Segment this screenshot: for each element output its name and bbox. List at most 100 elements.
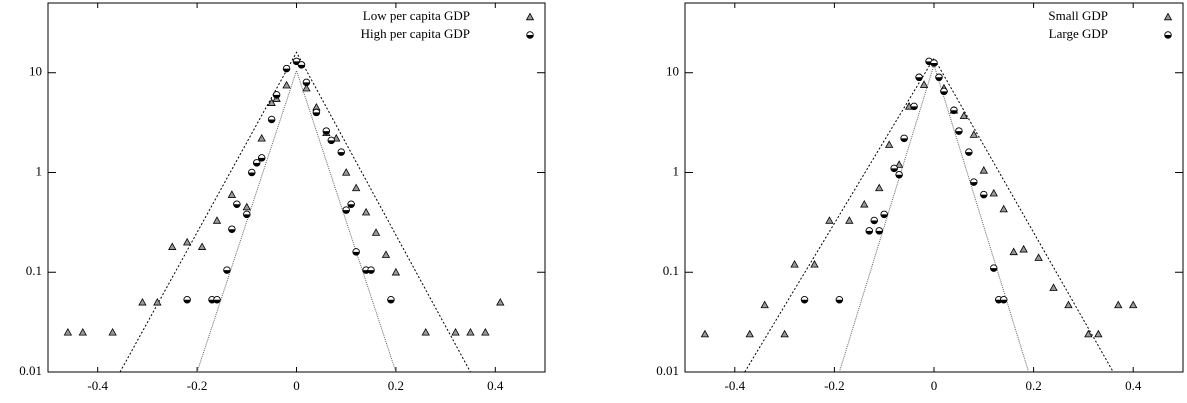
triangle-shape bbox=[78, 327, 87, 336]
triangle-shape bbox=[1009, 247, 1018, 256]
circle-marker bbox=[248, 168, 256, 177]
triangle-marker bbox=[989, 188, 998, 197]
circle-half bbox=[900, 138, 908, 142]
triangle-shape bbox=[108, 327, 117, 336]
triangle-shape bbox=[496, 297, 505, 306]
circle-marker bbox=[352, 248, 360, 256]
triangle-marker bbox=[63, 327, 73, 336]
circle-half bbox=[223, 270, 231, 274]
triangle-marker bbox=[810, 260, 819, 268]
triangle-marker bbox=[1019, 244, 1028, 253]
circle-marker bbox=[1164, 31, 1172, 39]
x-tick-label: -0.2 bbox=[824, 378, 845, 393]
triangle-marker bbox=[860, 199, 869, 208]
triangle-marker bbox=[969, 130, 979, 138]
circle-marker bbox=[337, 148, 345, 156]
circle-marker bbox=[213, 295, 221, 304]
circle-marker bbox=[302, 78, 311, 87]
triangle-marker bbox=[227, 190, 237, 198]
circle-half bbox=[387, 299, 395, 304]
circle-marker bbox=[940, 87, 948, 96]
triangle-marker bbox=[979, 166, 988, 174]
triangle-shape bbox=[481, 327, 490, 336]
triangle-shape bbox=[1034, 253, 1043, 261]
circle-marker bbox=[312, 108, 321, 117]
circle-half bbox=[880, 214, 888, 218]
triangle-marker bbox=[197, 242, 207, 250]
circle-marker bbox=[955, 127, 963, 135]
circle-half bbox=[183, 299, 191, 304]
triangle-shape bbox=[989, 188, 998, 197]
triangle-marker bbox=[999, 204, 1008, 213]
triangle-marker bbox=[1114, 300, 1123, 309]
circle-half bbox=[327, 140, 335, 144]
triangle-shape bbox=[1049, 283, 1058, 291]
circle-half bbox=[875, 230, 883, 235]
circle-marker bbox=[900, 134, 908, 143]
triangle-shape bbox=[1114, 300, 1123, 309]
triangle-marker bbox=[919, 80, 929, 88]
circle-marker bbox=[223, 266, 231, 274]
triangle-marker bbox=[745, 329, 754, 338]
circle-half bbox=[1000, 299, 1008, 304]
chart: -0.4 -0.2 0 0.2 0.4 0.01 0.1 1 10 Low per capita … bbox=[19, 2, 546, 393]
triangle-shape bbox=[381, 250, 391, 258]
triangle-shape bbox=[875, 183, 884, 192]
circle-half bbox=[253, 162, 261, 167]
circle-marker bbox=[526, 31, 534, 39]
circle-half bbox=[865, 230, 873, 235]
plot-frame bbox=[684, 2, 1184, 373]
triangle-marker bbox=[282, 80, 291, 89]
y-tick-label: 0.01 bbox=[656, 363, 679, 378]
triangle-shape bbox=[351, 183, 361, 192]
fit-line bbox=[744, 57, 1114, 372]
circle-marker bbox=[387, 295, 395, 304]
circle-half bbox=[243, 214, 251, 218]
triangle-marker bbox=[1034, 253, 1043, 261]
triangle-shape bbox=[825, 216, 834, 224]
circle-half bbox=[228, 229, 236, 233]
triangle-marker bbox=[182, 237, 192, 246]
circle-marker bbox=[228, 225, 236, 233]
circle-marker bbox=[267, 115, 276, 124]
triangle-marker bbox=[496, 297, 505, 306]
circle-half bbox=[526, 35, 534, 39]
triangle-shape bbox=[969, 130, 979, 138]
triangle-shape bbox=[860, 199, 869, 208]
triangle-shape bbox=[525, 12, 535, 21]
circle-marker bbox=[297, 61, 306, 69]
triangle-shape bbox=[361, 207, 371, 216]
triangle-marker bbox=[421, 327, 430, 336]
triangle-shape bbox=[959, 111, 969, 120]
triangle-shape bbox=[138, 297, 147, 306]
fit-line bbox=[838, 63, 1030, 372]
triangle-shape bbox=[302, 83, 311, 92]
circle-half bbox=[955, 131, 963, 135]
y-tick-label: 10 bbox=[29, 64, 42, 79]
circle-half bbox=[950, 110, 958, 114]
triangle-marker bbox=[760, 300, 769, 309]
triangle-shape bbox=[790, 260, 799, 268]
triangle-marker bbox=[1049, 283, 1058, 291]
circle-marker bbox=[327, 136, 336, 145]
triangle-marker bbox=[825, 216, 834, 224]
triangle-marker bbox=[212, 216, 222, 224]
triangle-marker bbox=[1094, 329, 1103, 338]
triangle-shape bbox=[845, 216, 854, 224]
triangle-shape bbox=[1084, 329, 1093, 338]
x-tick-label: 0.4 bbox=[487, 378, 504, 393]
triangle-marker bbox=[168, 242, 177, 250]
y-tick-label: 0.01 bbox=[19, 363, 42, 378]
circle-half bbox=[915, 77, 923, 81]
triangle-shape bbox=[1163, 12, 1173, 21]
circle-marker bbox=[875, 227, 883, 235]
circle-marker bbox=[835, 295, 844, 304]
circle-half bbox=[870, 220, 878, 224]
triangle-shape bbox=[212, 216, 222, 224]
circle-marker bbox=[930, 59, 938, 67]
circle-half bbox=[298, 64, 305, 69]
triangle-marker bbox=[1084, 329, 1093, 338]
triangle-shape bbox=[197, 242, 207, 250]
triangle-marker bbox=[108, 327, 117, 336]
triangle-marker bbox=[242, 202, 251, 211]
